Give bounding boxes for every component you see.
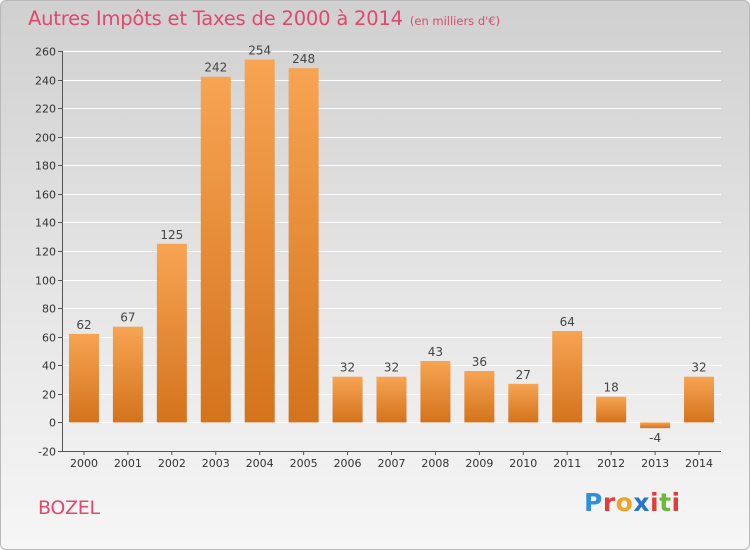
value-label-2007: 32 [384,361,399,375]
x-tick-label: 2008 [421,457,449,470]
value-label-2001: 67 [120,311,135,325]
value-label-2008: 43 [428,345,443,359]
chart-title: Autres Impôts et Taxes de 2000 à 2014 [28,7,403,30]
y-tick-label: 160 [35,189,56,202]
place-name: BOZEL [38,497,100,519]
y-tick-label: 180 [35,160,56,173]
bar-2008 [420,361,451,423]
value-label-2000: 62 [76,318,91,332]
bars [68,59,715,429]
y-tick-label: 120 [35,246,56,259]
x-tick-label: 2007 [378,457,406,470]
logo-letter: P [584,488,603,517]
bar-2001 [112,326,143,423]
value-label-2012: 18 [604,381,619,395]
x-tick-label: 2010 [509,457,537,470]
bar-2002 [156,243,187,423]
x-tick-label: 2001 [114,457,142,470]
x-tick-label: 2009 [465,457,493,470]
chart-subtitle: (en milliers d'€) [409,14,501,28]
bar-2009 [464,371,495,423]
value-label-2009: 36 [472,355,487,369]
y-tick-label: 80 [42,303,56,316]
y-tick-label: 220 [35,103,56,116]
y-tick-label: 240 [35,75,56,88]
axes [58,51,721,455]
x-tick-label: 2006 [334,457,362,470]
value-label-2004: 254 [248,44,271,58]
value-label-2006: 32 [340,361,355,375]
y-tick-label: 100 [35,275,56,288]
y-tick-label: 0 [49,417,56,430]
value-label-2013: -4 [649,431,661,445]
grid-lines [62,51,721,452]
bar-2014 [684,376,715,423]
bar-2005 [288,68,319,423]
bar-2006 [332,376,363,423]
bar-2004 [244,59,275,423]
x-tick-label: 2004 [246,457,274,470]
x-tick-label: 2013 [641,457,669,470]
logo-letter: i [650,488,660,517]
proxiti-logo: Proxiti [584,488,681,517]
y-tick-label: -20 [38,446,56,459]
chart-title-line: Autres Impôts et Taxes de 2000 à 2014 (en… [28,7,500,30]
x-tick-label: 2005 [290,457,318,470]
value-label-2005: 248 [292,52,315,66]
y-tick-label: 60 [42,332,56,345]
bar-2012 [596,396,627,423]
value-label-2010: 27 [516,368,531,382]
logo-letter: i [671,488,681,517]
value-label-2011: 64 [560,315,575,329]
x-tick-label: 2012 [597,457,625,470]
bar-2011 [552,331,583,423]
bar-2007 [376,376,407,423]
x-tick-label: 2011 [553,457,581,470]
value-label-2003: 242 [204,61,227,75]
bar-2000 [68,333,99,423]
y-tick-label: 260 [35,46,56,59]
logo-letter: t [659,488,672,517]
x-tick-label: 2014 [685,457,713,470]
x-tick-label: 2000 [70,457,98,470]
x-tick-label: 2003 [202,457,230,470]
bar-2003 [200,76,231,423]
logo-letter: o [615,488,634,517]
bar-2010 [508,383,539,423]
value-label-2002: 125 [160,228,183,242]
y-tick-label: 20 [42,389,56,402]
logo-letter: r [602,488,616,517]
y-tick-label: 40 [42,360,56,373]
y-tick-label: 140 [35,217,56,230]
logo-letter: x [633,488,650,517]
bar-2013 [640,422,671,429]
x-tick-label: 2002 [158,457,186,470]
value-label-2014: 32 [691,361,706,375]
labels: -20 0 20 40 60 80 100 120 140 160 180 200 220 240 260 6… [35,44,713,470]
y-tick-label: 200 [35,132,56,145]
